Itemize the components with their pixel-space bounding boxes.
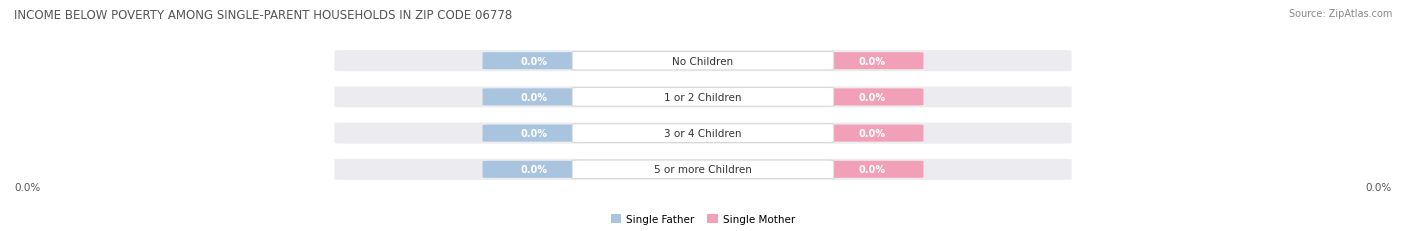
Text: 0.0%: 0.0% <box>858 56 886 66</box>
Text: 0.0%: 0.0% <box>520 165 548 175</box>
FancyBboxPatch shape <box>820 125 924 142</box>
FancyBboxPatch shape <box>572 160 834 179</box>
Text: 0.0%: 0.0% <box>14 183 41 193</box>
FancyBboxPatch shape <box>820 89 924 106</box>
Legend: Single Father, Single Mother: Single Father, Single Mother <box>607 210 799 229</box>
Text: 0.0%: 0.0% <box>520 92 548 103</box>
Text: 3 or 4 Children: 3 or 4 Children <box>664 128 742 139</box>
FancyBboxPatch shape <box>335 87 1071 108</box>
Text: 0.0%: 0.0% <box>858 165 886 175</box>
FancyBboxPatch shape <box>820 53 924 70</box>
Text: 5 or more Children: 5 or more Children <box>654 165 752 175</box>
Text: 1 or 2 Children: 1 or 2 Children <box>664 92 742 103</box>
Text: Source: ZipAtlas.com: Source: ZipAtlas.com <box>1288 9 1392 19</box>
Text: 0.0%: 0.0% <box>1365 183 1392 193</box>
FancyBboxPatch shape <box>572 88 834 107</box>
FancyBboxPatch shape <box>482 53 586 70</box>
FancyBboxPatch shape <box>335 123 1071 144</box>
FancyBboxPatch shape <box>482 89 586 106</box>
Text: No Children: No Children <box>672 56 734 66</box>
FancyBboxPatch shape <box>335 159 1071 180</box>
FancyBboxPatch shape <box>482 161 586 178</box>
Text: INCOME BELOW POVERTY AMONG SINGLE-PARENT HOUSEHOLDS IN ZIP CODE 06778: INCOME BELOW POVERTY AMONG SINGLE-PARENT… <box>14 9 512 22</box>
Text: 0.0%: 0.0% <box>520 128 548 139</box>
Text: 0.0%: 0.0% <box>858 92 886 103</box>
Text: 0.0%: 0.0% <box>858 128 886 139</box>
FancyBboxPatch shape <box>572 52 834 71</box>
FancyBboxPatch shape <box>335 51 1071 72</box>
Text: 0.0%: 0.0% <box>520 56 548 66</box>
FancyBboxPatch shape <box>820 161 924 178</box>
FancyBboxPatch shape <box>572 124 834 143</box>
FancyBboxPatch shape <box>482 125 586 142</box>
